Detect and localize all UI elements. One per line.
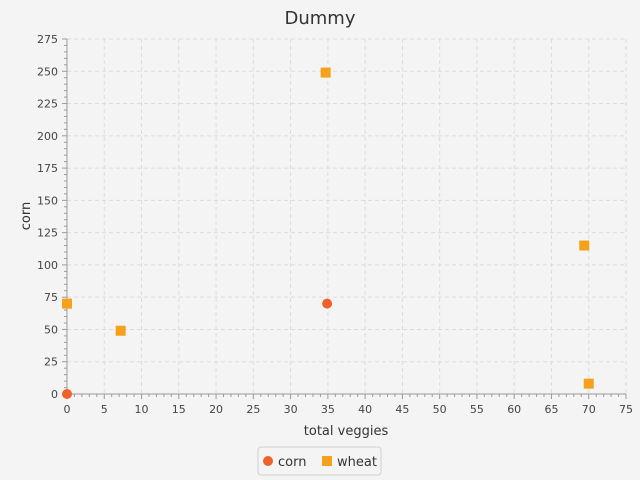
x-tick-label: 5 bbox=[101, 403, 108, 416]
y-tick-label: 200 bbox=[37, 130, 58, 143]
wheat-point bbox=[115, 325, 126, 336]
legend: corn wheat bbox=[257, 446, 382, 476]
x-axis-ticks: 0 5 10 15 20 25 30 35 40 45 50 55 60 65 70 75 bbox=[64, 394, 633, 416]
wheat-point bbox=[320, 67, 331, 78]
legend-marker-corn bbox=[263, 456, 273, 466]
x-tick-label: 60 bbox=[507, 403, 521, 416]
y-tick-label: 25 bbox=[44, 356, 58, 369]
legend-marker-wheat bbox=[322, 456, 332, 466]
y-axis-ticks: 0 25 50 75 100 125 150 175 200 225 250 275 bbox=[37, 33, 67, 401]
x-tick-label: 10 bbox=[135, 403, 149, 416]
x-tick-label: 65 bbox=[544, 403, 558, 416]
x-tick-label: 45 bbox=[395, 403, 409, 416]
x-tick-label: 25 bbox=[246, 403, 260, 416]
y-tick-label: 0 bbox=[51, 388, 58, 401]
y-axis-label: corn bbox=[19, 202, 34, 230]
x-tick-label: 75 bbox=[619, 403, 633, 416]
data-points bbox=[62, 67, 594, 399]
corn-point bbox=[62, 389, 72, 399]
legend-label-wheat: wheat bbox=[337, 455, 377, 470]
series-wheat bbox=[62, 67, 594, 389]
x-tick-label: 55 bbox=[470, 403, 484, 416]
x-axis-label: total veggies bbox=[304, 424, 389, 439]
y-tick-label: 50 bbox=[44, 323, 58, 336]
y-tick-label: 150 bbox=[37, 194, 58, 207]
y-tick-label: 225 bbox=[37, 98, 58, 111]
x-tick-label: 20 bbox=[209, 403, 223, 416]
y-tick-label: 275 bbox=[37, 33, 58, 46]
wheat-point bbox=[583, 378, 594, 389]
legend-box bbox=[257, 446, 382, 476]
chart-title: Dummy bbox=[285, 8, 356, 29]
y-tick-label: 175 bbox=[37, 162, 58, 175]
wheat-point bbox=[62, 298, 72, 309]
x-tick-label: 70 bbox=[582, 403, 596, 416]
x-tick-label: 0 bbox=[64, 403, 71, 416]
x-tick-label: 15 bbox=[172, 403, 186, 416]
y-tick-label: 250 bbox=[37, 65, 58, 78]
legend-label-corn: corn bbox=[278, 455, 306, 470]
x-tick-label: 30 bbox=[284, 403, 298, 416]
x-tick-label: 50 bbox=[433, 403, 447, 416]
y-tick-label: 100 bbox=[37, 259, 58, 272]
x-tick-label: 35 bbox=[321, 403, 335, 416]
x-tick-label: 40 bbox=[358, 403, 372, 416]
y-tick-label: 75 bbox=[44, 291, 58, 304]
axes bbox=[66, 39, 626, 395]
series-corn bbox=[62, 298, 333, 399]
corn-point bbox=[322, 298, 333, 309]
grid bbox=[67, 38, 627, 394]
y-tick-label: 125 bbox=[37, 227, 58, 240]
wheat-point bbox=[579, 240, 590, 251]
